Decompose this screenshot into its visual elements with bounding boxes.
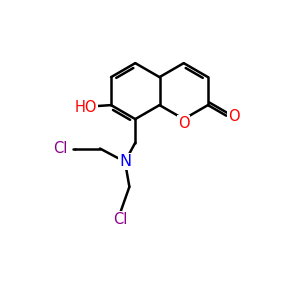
Text: O: O (178, 116, 190, 131)
Text: O: O (228, 109, 239, 124)
Text: N: N (119, 154, 131, 169)
Text: Cl: Cl (53, 141, 68, 156)
Text: Cl: Cl (113, 212, 128, 227)
Text: HO: HO (75, 100, 97, 115)
